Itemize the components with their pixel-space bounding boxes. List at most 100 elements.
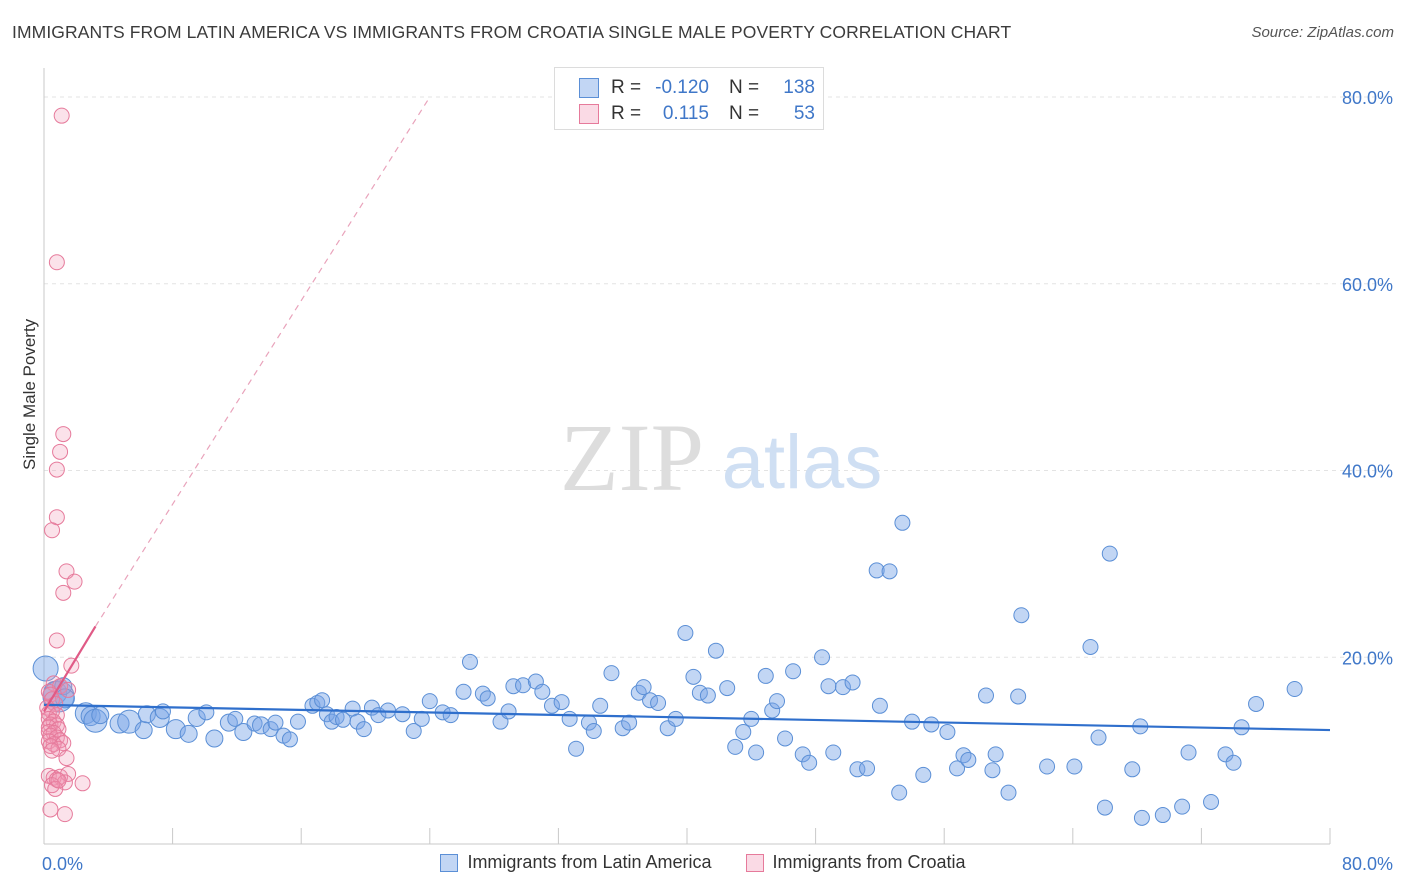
data-point (825, 744, 842, 761)
data-point (56, 774, 73, 791)
data-point (814, 649, 831, 666)
data-point (585, 723, 602, 740)
data-point (455, 683, 472, 700)
data-point (1010, 688, 1027, 705)
data-point (769, 693, 786, 710)
data-point (915, 766, 932, 783)
data-point (32, 655, 59, 682)
data-point (955, 747, 972, 764)
data-point (1203, 793, 1220, 810)
data-point (820, 678, 837, 695)
data-point (592, 697, 609, 714)
stats-n-value: 138 (783, 77, 815, 98)
data-point (413, 710, 430, 727)
y-tick-label: 80.0% (1342, 88, 1393, 108)
data-point (949, 760, 966, 777)
data-point (785, 663, 802, 680)
stats-row-croatia: R = 0.115 N = 53 (579, 101, 815, 127)
watermark-atlas: atlas (722, 420, 883, 505)
data-point (55, 426, 72, 443)
data-point (1096, 799, 1113, 816)
data-point (48, 632, 65, 649)
y-tick-label: 40.0% (1342, 462, 1393, 482)
data-point (777, 730, 794, 747)
stats-r-label: R = (611, 103, 642, 124)
data-point (137, 705, 156, 724)
y-tick-label: 60.0% (1342, 275, 1393, 295)
data-point (719, 680, 736, 697)
trend-line-croatia-extended (94, 96, 431, 627)
data-point (134, 721, 153, 740)
data-point (515, 677, 532, 694)
data-point (109, 713, 130, 734)
trend-line-latin-america (43, 703, 1331, 732)
data-point (314, 692, 331, 709)
data-point (635, 679, 652, 696)
data-point (939, 723, 956, 740)
data-point (205, 729, 224, 748)
data-point (48, 461, 65, 478)
stats-r-value: 0.115 (662, 103, 709, 124)
series-croatia (39, 107, 91, 823)
data-point (1124, 761, 1141, 778)
data-point (394, 706, 411, 723)
data-point (479, 690, 496, 707)
watermark-zip: ZIP (560, 404, 704, 511)
data-point (461, 653, 478, 670)
data-point (764, 702, 781, 719)
data-point (1000, 784, 1017, 801)
data-point (355, 721, 372, 738)
data-point (58, 750, 75, 767)
y-tick-label: 20.0% (1342, 648, 1393, 668)
data-point (74, 775, 91, 792)
legend-item-croatia[interactable]: Immigrants from Croatia (745, 852, 966, 873)
data-point (48, 254, 65, 271)
data-point (603, 665, 620, 682)
data-point (727, 738, 744, 755)
stats-legend: R = -0.120 N = 138 R = 0.115 N = 53 (554, 67, 824, 130)
data-point (1174, 798, 1191, 815)
data-point (44, 742, 61, 759)
stats-r-value: -0.120 (655, 77, 709, 98)
stats-n-value: 53 (793, 103, 815, 124)
legend-label-croatia: Immigrants from Croatia (772, 852, 966, 872)
data-point (834, 679, 851, 696)
data-point (1101, 545, 1118, 562)
data-point (187, 708, 206, 727)
stats-r-label: R = (611, 77, 642, 98)
data-point (227, 710, 244, 727)
data-point (42, 801, 59, 818)
stats-n-label: N = (729, 103, 760, 124)
legend-item-latin-america[interactable]: Immigrants from Latin America (440, 852, 712, 873)
data-points (32, 107, 1303, 826)
data-point (40, 710, 57, 727)
data-point (801, 754, 818, 771)
x-tick-label: 80.0% (1342, 854, 1393, 874)
data-point (977, 687, 994, 704)
data-point (44, 522, 61, 539)
data-point (699, 687, 716, 704)
data-point (66, 573, 83, 590)
data-point (442, 707, 459, 724)
data-point (748, 744, 765, 761)
data-point (707, 642, 724, 659)
legend-label-latin-america: Immigrants from Latin America (467, 852, 712, 872)
data-point (289, 713, 306, 730)
data-point (1286, 680, 1303, 697)
data-point (534, 683, 551, 700)
data-point (1090, 729, 1107, 746)
chart-title: IMMIGRANTS FROM LATIN AMERICA VS IMMIGRA… (12, 22, 1012, 42)
data-point (1082, 638, 1099, 655)
stats-row-latin-america: R = -0.120 N = 138 (579, 75, 815, 101)
data-point (859, 760, 876, 777)
source-label: Source: ZipAtlas.com (1251, 24, 1394, 41)
data-point (421, 693, 438, 710)
data-point (685, 668, 702, 685)
data-point (757, 667, 774, 684)
data-point (891, 784, 908, 801)
stats-swatch-croatia (579, 104, 599, 124)
data-point (844, 674, 861, 691)
data-point (1248, 695, 1265, 712)
data-point (561, 710, 578, 727)
